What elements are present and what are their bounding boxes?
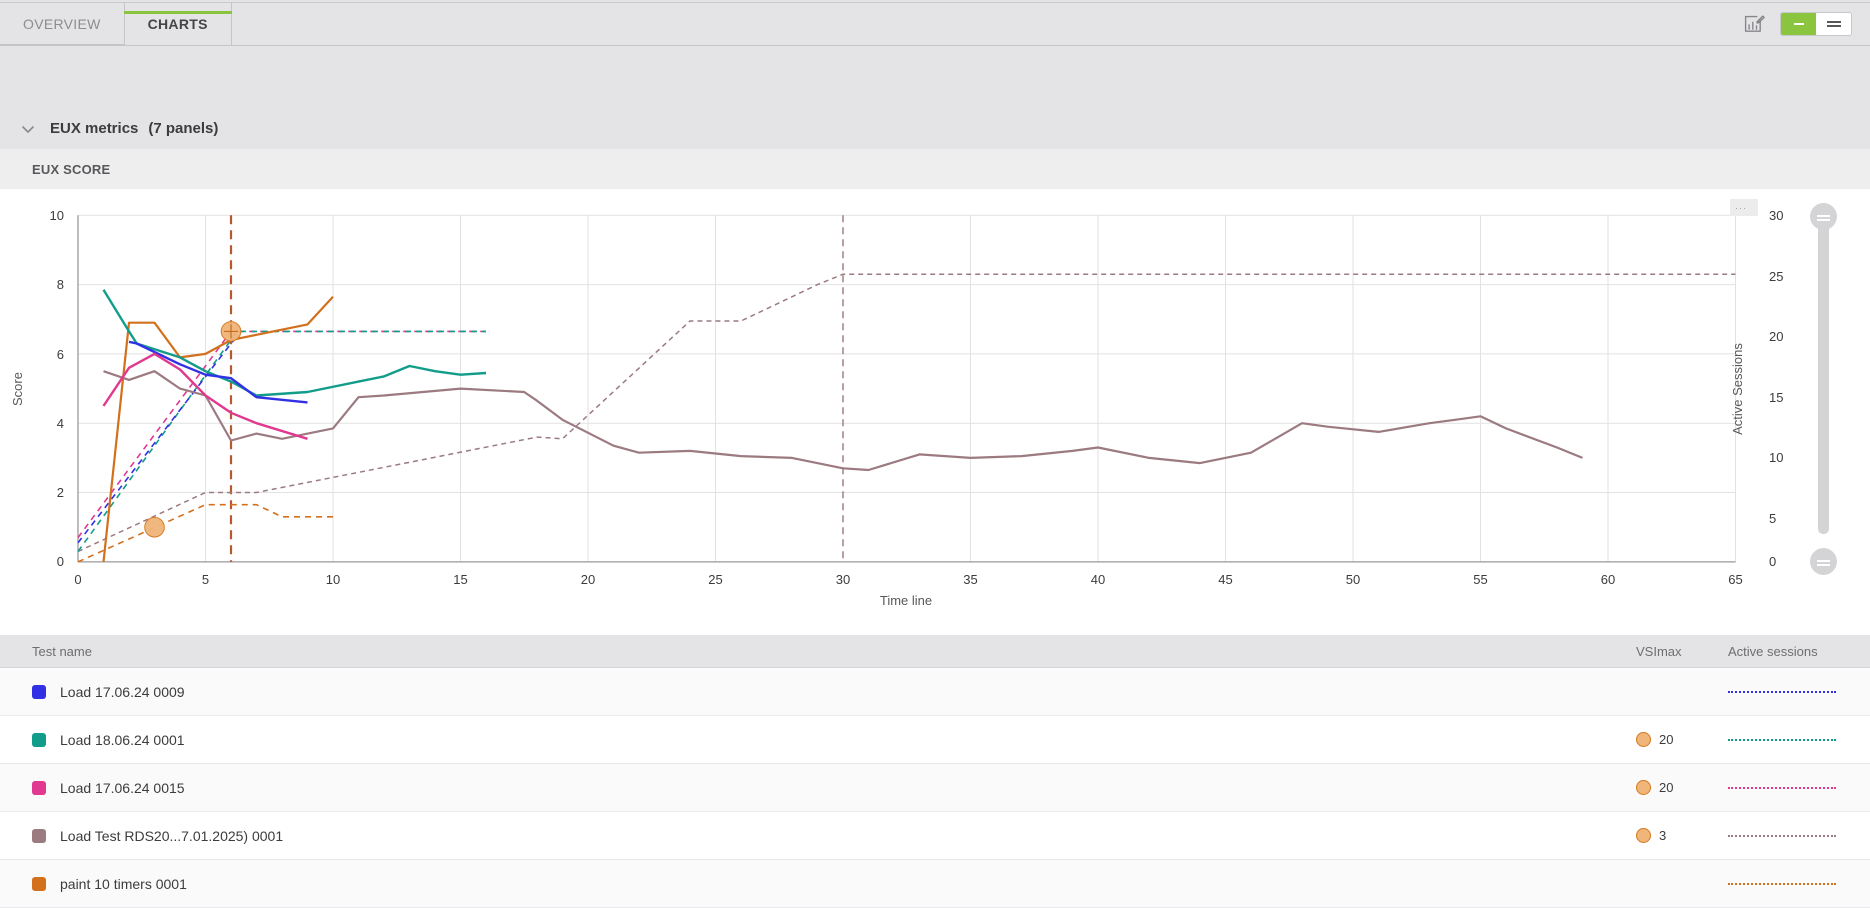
svg-text:0: 0 — [57, 554, 64, 569]
svg-text:65: 65 — [1728, 572, 1742, 587]
svg-text:2: 2 — [57, 485, 64, 500]
svg-text:10: 10 — [1769, 450, 1783, 465]
svg-text:25: 25 — [1769, 269, 1783, 284]
svg-text:4: 4 — [57, 416, 64, 431]
svg-text:15: 15 — [453, 572, 467, 587]
svg-text:5: 5 — [202, 572, 209, 587]
svg-text:5: 5 — [1769, 511, 1776, 526]
svg-text:15: 15 — [1769, 390, 1783, 405]
svg-text:0: 0 — [1769, 554, 1776, 569]
svg-text:30: 30 — [836, 572, 850, 587]
svg-text:60: 60 — [1601, 572, 1615, 587]
svg-text:20: 20 — [1769, 329, 1783, 344]
svg-text:0: 0 — [74, 572, 81, 587]
svg-text:45: 45 — [1218, 572, 1232, 587]
svg-text:Score: Score — [10, 372, 25, 406]
svg-text:6: 6 — [57, 347, 64, 362]
svg-text:40: 40 — [1091, 572, 1105, 587]
svg-text:30: 30 — [1769, 208, 1783, 223]
svg-text:8: 8 — [57, 277, 64, 292]
svg-text:10: 10 — [50, 208, 64, 223]
svg-text:10: 10 — [326, 572, 340, 587]
svg-text:50: 50 — [1346, 572, 1360, 587]
svg-text:Active Sessions: Active Sessions — [1730, 343, 1745, 435]
svg-text:25: 25 — [708, 572, 722, 587]
svg-text:55: 55 — [1473, 572, 1487, 587]
svg-text:Time line: Time line — [880, 593, 932, 608]
svg-text:20: 20 — [581, 572, 595, 587]
svg-text:35: 35 — [963, 572, 977, 587]
